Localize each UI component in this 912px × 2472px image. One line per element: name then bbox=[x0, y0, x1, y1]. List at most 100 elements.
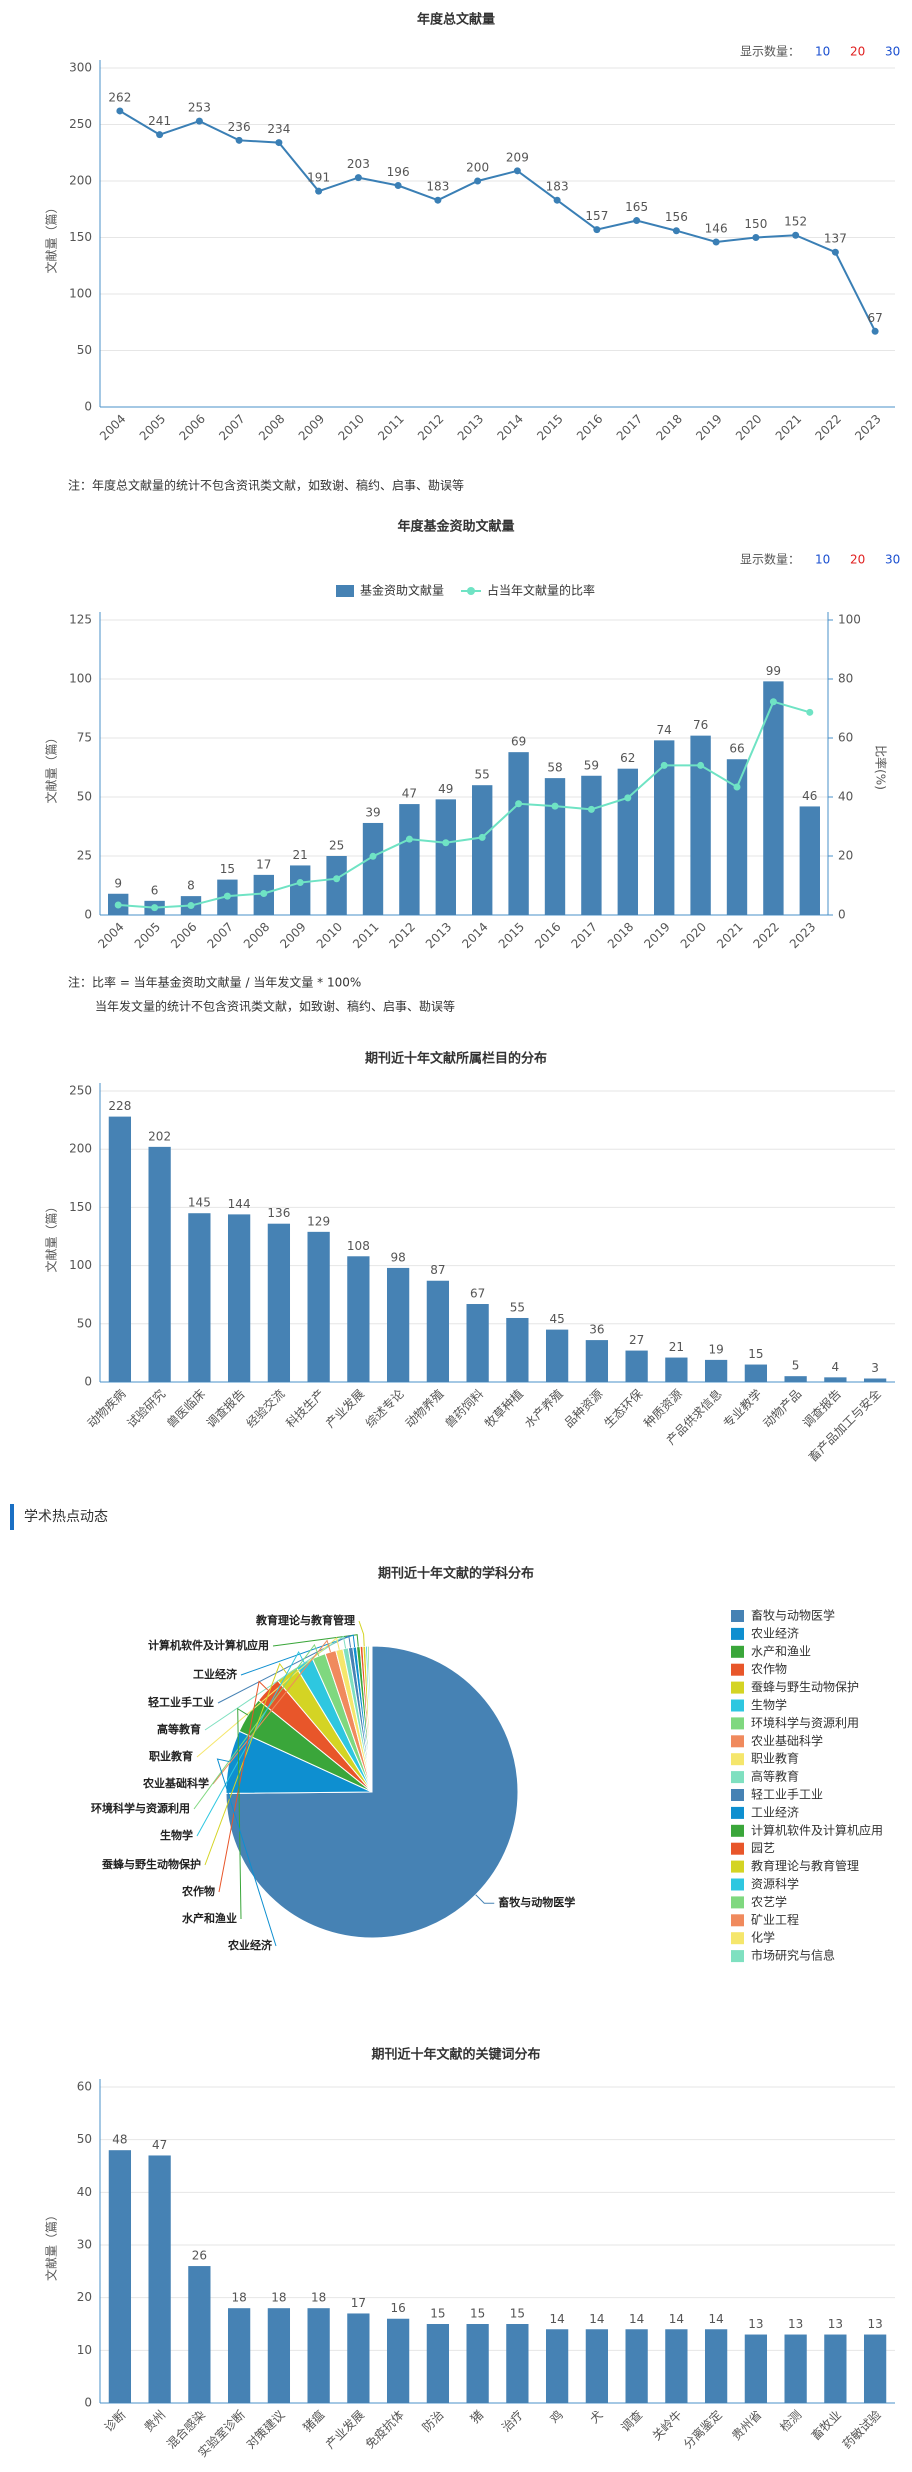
x-tick-label: 2014 bbox=[459, 920, 490, 951]
value-label: 183 bbox=[426, 180, 449, 194]
x-tick-label: 动物疾病 bbox=[84, 1386, 129, 1431]
ratio-point bbox=[624, 794, 632, 802]
bar bbox=[545, 2329, 569, 2403]
legend-swatch bbox=[336, 585, 354, 597]
x-tick-label: 对策建议 bbox=[244, 2408, 288, 2452]
legend-swatch bbox=[731, 1824, 744, 1837]
slice-label: 计算机软件及计算机应用 bbox=[148, 1638, 269, 1652]
slice-label: 蚕蜂与野生动物保护 bbox=[101, 1857, 201, 1871]
x-tick-label: 兽药饲料 bbox=[442, 1387, 486, 1431]
chart-title: 期刊近十年文献所属栏目的分布 bbox=[365, 1051, 547, 1067]
y-tick-label: 150 bbox=[69, 230, 92, 244]
value-label: 108 bbox=[347, 1239, 370, 1253]
legend-label: 农作物 bbox=[751, 1662, 787, 1676]
pie-slice bbox=[370, 1645, 373, 1793]
bar bbox=[585, 2329, 609, 2403]
legend-label: 工业经济 bbox=[751, 1804, 799, 1819]
legend-swatch bbox=[731, 1771, 744, 1784]
bar bbox=[326, 856, 347, 915]
value-label: 47 bbox=[152, 2138, 167, 2152]
legend-swatch bbox=[731, 1860, 744, 1873]
controls-option[interactable]: 20 bbox=[850, 45, 865, 59]
point bbox=[275, 139, 283, 147]
legend-label: 生物学 bbox=[751, 1697, 787, 1712]
x-tick-label: 2010 bbox=[335, 412, 366, 443]
bar bbox=[386, 1267, 410, 1382]
controls-option[interactable]: 30 bbox=[885, 45, 900, 59]
x-tick-label: 2013 bbox=[455, 412, 486, 443]
bar bbox=[625, 1350, 648, 1382]
value-label: 183 bbox=[546, 180, 569, 194]
x-tick-label: 2005 bbox=[137, 412, 168, 443]
value-label: 202 bbox=[148, 1129, 171, 1143]
x-tick-label: 经验交流 bbox=[243, 1386, 288, 1431]
chart-title: 期刊近十年文献的学科分布 bbox=[378, 1566, 534, 1582]
controls-option[interactable]: 10 bbox=[815, 45, 830, 59]
controls-option[interactable]: 10 bbox=[815, 553, 830, 567]
legend-label: 轻工业手工业 bbox=[751, 1788, 823, 1802]
ratio-point bbox=[697, 761, 705, 769]
legend-label: 农业经济 bbox=[751, 1625, 799, 1640]
value-label: 19 bbox=[708, 1342, 723, 1356]
bar bbox=[347, 1256, 370, 1382]
y-tick-label: 0 bbox=[84, 400, 92, 414]
bar bbox=[108, 2150, 132, 2403]
bar bbox=[108, 1116, 132, 1382]
value-label: 4 bbox=[832, 1360, 840, 1374]
slice-label: 农业基础科学 bbox=[142, 1776, 209, 1790]
value-label: 27 bbox=[629, 1333, 644, 1347]
x-tick-label: 2015 bbox=[496, 920, 527, 951]
point bbox=[195, 117, 203, 125]
bar bbox=[290, 865, 311, 915]
legend-swatch bbox=[731, 1932, 744, 1945]
chart-title: 年度基金资助文献量 bbox=[397, 519, 514, 535]
x-tick-label: 生态环保 bbox=[601, 1387, 645, 1431]
y-tick-label: 10 bbox=[77, 2343, 92, 2357]
legend-swatch bbox=[731, 1717, 744, 1730]
y-axis-label: 文献量（篇） bbox=[44, 201, 59, 273]
section-marker bbox=[10, 1504, 14, 1530]
x-tick-label: 2018 bbox=[653, 412, 684, 443]
legend-swatch bbox=[731, 1896, 744, 1909]
value-label: 14 bbox=[669, 2312, 684, 2326]
x-tick-label: 关岭牛 bbox=[649, 2407, 685, 2443]
value-label: 136 bbox=[267, 1206, 290, 1220]
slice-label: 职业教育 bbox=[149, 1749, 193, 1763]
x-tick-label: 2021 bbox=[773, 412, 804, 443]
y-tick-label: 0 bbox=[84, 1375, 92, 1389]
x-tick-label: 2010 bbox=[314, 920, 345, 951]
y2-tick-label: 0 bbox=[838, 908, 846, 922]
value-label: 191 bbox=[307, 171, 330, 185]
legend-swatch bbox=[731, 1842, 744, 1855]
y2-tick-label: 40 bbox=[838, 790, 853, 804]
slice-label: 水产和渔业 bbox=[182, 1911, 237, 1925]
y2-tick-label: 20 bbox=[838, 849, 853, 863]
controls-option[interactable]: 30 bbox=[885, 553, 900, 567]
y-tick-label: 100 bbox=[69, 1258, 92, 1272]
bar bbox=[784, 1376, 807, 1382]
x-tick-label: 2023 bbox=[787, 920, 818, 951]
point bbox=[593, 226, 601, 234]
x-tick-label: 2018 bbox=[605, 920, 636, 951]
value-label: 59 bbox=[584, 758, 599, 772]
x-tick-label: 猪 bbox=[468, 2408, 486, 2426]
x-tick-label: 水产养殖 bbox=[521, 1386, 566, 1431]
section-title: 学术热点动态 bbox=[24, 1509, 108, 1525]
x-tick-label: 2005 bbox=[132, 920, 163, 951]
value-label: 200 bbox=[466, 161, 489, 175]
point bbox=[354, 174, 362, 182]
legend-swatch bbox=[731, 1699, 744, 1712]
bar bbox=[863, 1378, 887, 1382]
value-label: 98 bbox=[390, 1250, 405, 1264]
bar bbox=[188, 2266, 211, 2403]
ratio-point bbox=[806, 708, 814, 716]
bar bbox=[690, 735, 711, 915]
legend-label: 蚕蜂与野生动物保护 bbox=[751, 1680, 859, 1694]
legend-swatch bbox=[731, 1645, 744, 1658]
x-tick-label: 2022 bbox=[750, 920, 781, 951]
note: 注：年度总文献量的统计不包含资讯类文献，如致谢、稿约、启事、勘误等 bbox=[68, 478, 464, 493]
y-tick-label: 0 bbox=[84, 908, 92, 922]
legend-label: 化学 bbox=[751, 1930, 775, 1945]
controls-option[interactable]: 20 bbox=[850, 553, 865, 567]
legend-label: 园艺 bbox=[751, 1841, 775, 1855]
